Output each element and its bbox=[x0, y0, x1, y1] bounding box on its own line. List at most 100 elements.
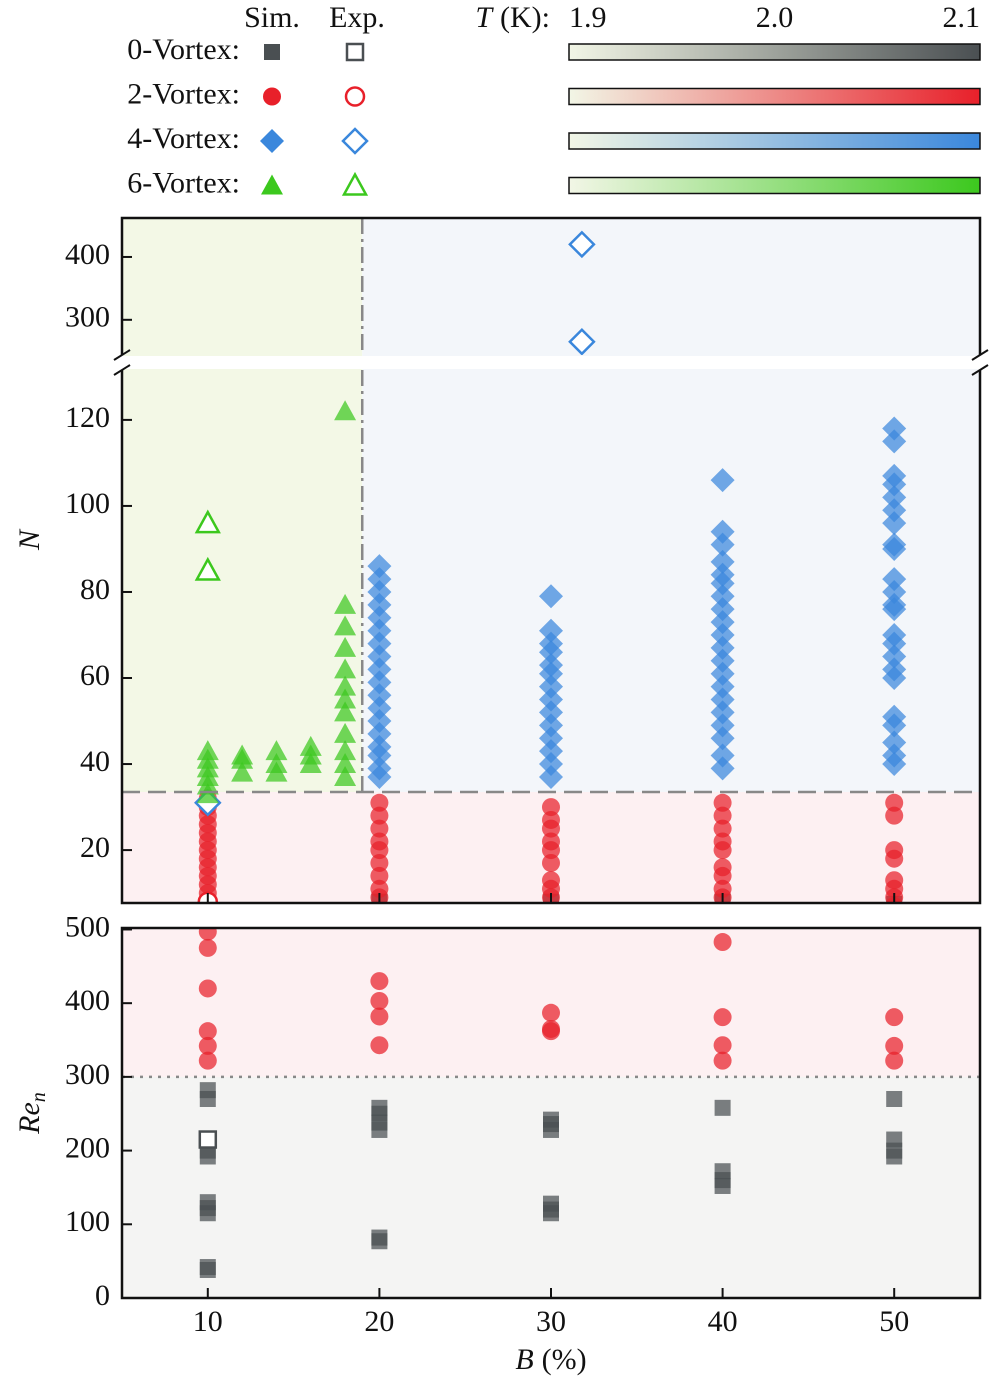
x-tick-label: 20 bbox=[364, 1305, 394, 1338]
marker-diamond bbox=[710, 726, 735, 751]
point-group bbox=[539, 584, 563, 609]
point-group bbox=[539, 700, 563, 725]
point-group bbox=[710, 597, 735, 622]
point-group bbox=[367, 657, 392, 682]
point-group bbox=[882, 498, 907, 523]
backgrounds bbox=[118, 218, 984, 1298]
marker-diamond bbox=[710, 549, 735, 574]
point-group bbox=[713, 793, 732, 812]
point-group bbox=[334, 636, 357, 657]
marker-diamond bbox=[367, 683, 392, 708]
marker-diamond bbox=[882, 532, 907, 557]
point-group bbox=[713, 819, 732, 838]
marker-diamond bbox=[710, 519, 735, 544]
point-group bbox=[371, 1099, 388, 1116]
point-group bbox=[539, 687, 563, 712]
point-group bbox=[198, 938, 217, 957]
point-group bbox=[542, 832, 560, 851]
point-group bbox=[542, 1003, 560, 1022]
marker-diamond bbox=[568, 328, 596, 355]
marker-triangle bbox=[334, 593, 357, 614]
marker-circle bbox=[198, 979, 217, 998]
marker-diamond bbox=[710, 584, 735, 609]
point-group bbox=[367, 709, 392, 734]
marker-square bbox=[199, 1194, 216, 1211]
point-group bbox=[710, 743, 735, 768]
marker-circle bbox=[542, 871, 560, 890]
point-group bbox=[367, 670, 392, 695]
marker-diamond bbox=[367, 644, 392, 669]
marker-diamond bbox=[539, 764, 563, 789]
marker-circle bbox=[370, 806, 389, 825]
point-group bbox=[885, 1051, 904, 1070]
x-tick-label: 10 bbox=[193, 1305, 223, 1338]
point-group bbox=[539, 618, 563, 643]
marker-square bbox=[371, 1229, 388, 1246]
marker-circle bbox=[885, 793, 904, 812]
marker-square bbox=[886, 1131, 903, 1148]
point-group bbox=[710, 726, 735, 751]
marker-diamond bbox=[367, 631, 392, 656]
marker-diamond bbox=[367, 696, 392, 721]
colorbar bbox=[568, 132, 981, 150]
point-group bbox=[542, 798, 560, 817]
legend-label: 6-Vortex: bbox=[127, 166, 240, 199]
marker-triangle bbox=[334, 675, 357, 696]
marker-triangle bbox=[334, 615, 357, 636]
marker-triangle bbox=[194, 556, 221, 581]
point-group bbox=[710, 756, 735, 781]
marker-diamond bbox=[539, 631, 563, 656]
point-group bbox=[882, 704, 907, 729]
y-tick-label: 300 bbox=[65, 1058, 110, 1091]
marker-diamond bbox=[539, 752, 563, 777]
point-group bbox=[882, 567, 907, 592]
marker-circle bbox=[713, 806, 732, 825]
marker-diamond bbox=[539, 713, 563, 738]
point-group bbox=[539, 653, 563, 678]
marker-circle bbox=[370, 853, 389, 872]
marker-diamond bbox=[710, 468, 735, 493]
marker-circle bbox=[713, 819, 732, 838]
marker-triangle bbox=[334, 658, 357, 679]
point-group bbox=[882, 730, 907, 755]
point-group bbox=[367, 683, 392, 708]
marker-diamond bbox=[367, 592, 392, 617]
marker-triangle bbox=[265, 753, 288, 774]
marker-circle bbox=[542, 1003, 560, 1022]
point-group bbox=[370, 972, 389, 991]
region-6-vortex bbox=[122, 218, 363, 793]
marker-diamond bbox=[710, 687, 735, 712]
legend-marker bbox=[263, 87, 281, 106]
point-group bbox=[370, 866, 389, 885]
point-group bbox=[367, 554, 392, 579]
marker-circle bbox=[885, 806, 904, 825]
marker-circle bbox=[344, 86, 366, 107]
colorbar-tick-label: 2.1 bbox=[943, 1, 981, 34]
point-group bbox=[882, 622, 907, 647]
point-group bbox=[882, 592, 907, 617]
marker-diamond bbox=[882, 579, 907, 604]
point-group bbox=[334, 740, 357, 761]
point-group bbox=[885, 1008, 904, 1027]
point-group bbox=[710, 610, 735, 635]
point-group bbox=[885, 793, 904, 812]
y-axis-label: N bbox=[13, 528, 46, 551]
legend-label: 4-Vortex: bbox=[127, 122, 240, 155]
colorbar-unit: (K): bbox=[500, 1, 550, 34]
colorbar-var: T bbox=[475, 1, 494, 34]
marker-square bbox=[543, 1195, 559, 1212]
point-group bbox=[882, 743, 907, 768]
marker-diamond bbox=[341, 127, 369, 155]
point-group bbox=[370, 991, 389, 1010]
marker-circle bbox=[713, 858, 732, 877]
point-group bbox=[882, 416, 907, 441]
marker-diamond bbox=[367, 670, 392, 695]
point-group bbox=[710, 549, 735, 574]
panel-frame bbox=[120, 216, 982, 355]
point-group bbox=[714, 1163, 731, 1180]
marker-diamond bbox=[568, 230, 596, 259]
marker-square bbox=[886, 1090, 903, 1107]
point-group bbox=[713, 832, 732, 851]
marker-circle bbox=[370, 1036, 389, 1055]
point-group bbox=[194, 556, 221, 581]
